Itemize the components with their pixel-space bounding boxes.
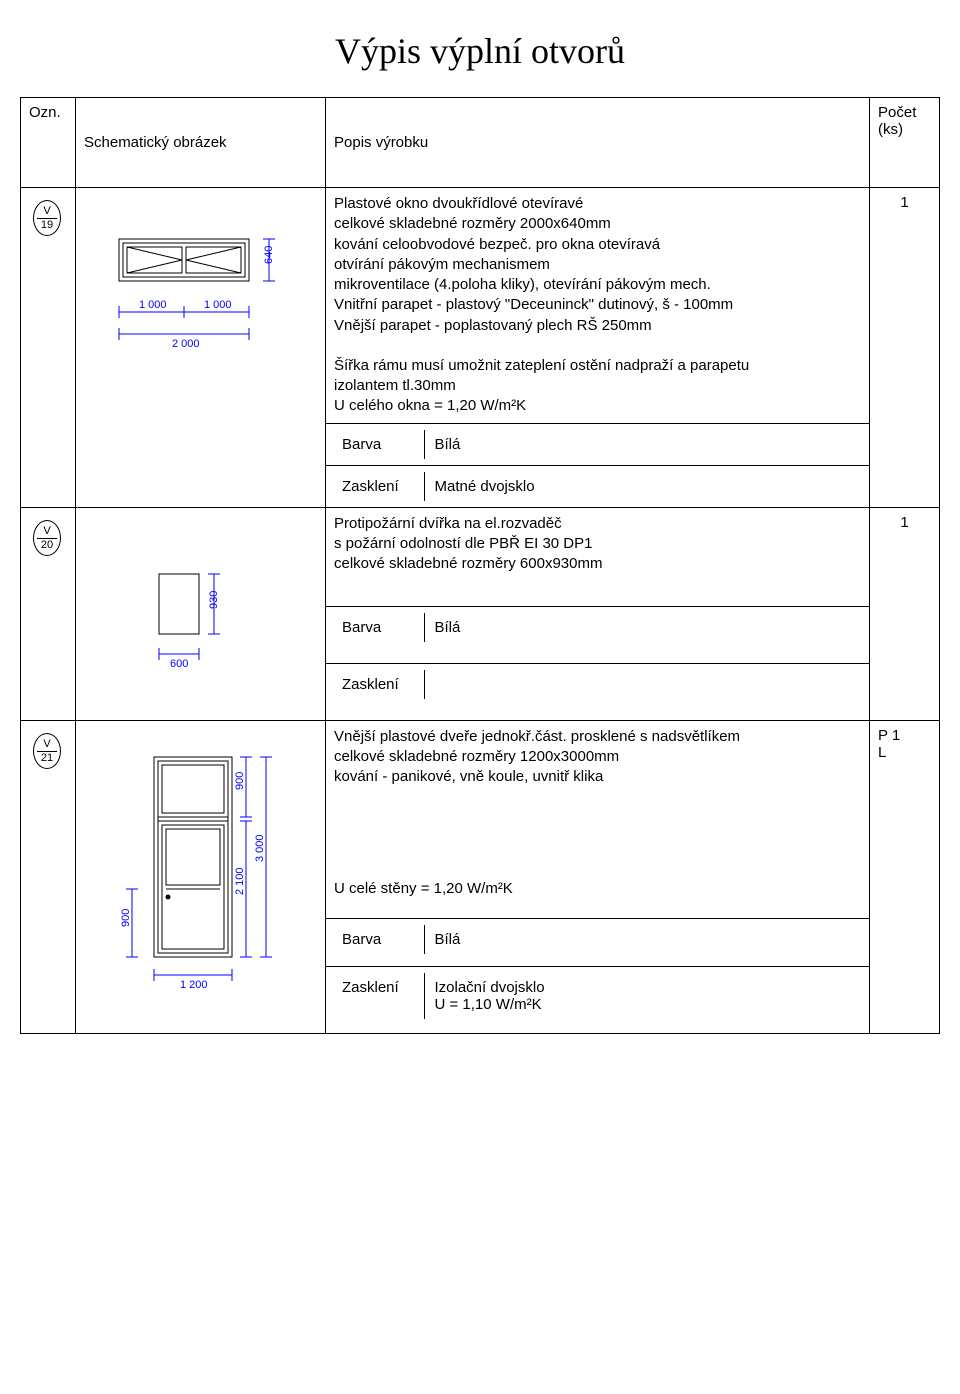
item-code-bubble: V 19 [33,200,61,236]
code-bot: 20 [34,539,60,552]
item-code-bubble: V 21 [33,733,61,769]
schematic-v20: 600 930 [84,514,317,714]
desc-extra: U celé stěny = 1,20 W/m²K [334,879,861,899]
zaskleni-label: Zasklení [334,472,424,501]
dim-top: 900 [234,771,246,789]
zaskleni-val [424,670,861,699]
count: P 1 L [878,727,931,761]
desc-main: Protipožární dvířka na el.rozvaděč s pož… [334,514,861,575]
code-bot: 21 [34,752,60,765]
dim-half1: 1 000 [139,299,167,311]
barva-val: Bílá [424,925,861,954]
hdr-ozn: Ozn. [21,98,76,188]
code-top: V [37,205,57,219]
zaskleni-label: Zasklení [334,670,424,699]
dim-w: 1 200 [180,979,208,991]
schematic-v19: 1 000 1 000 2 000 640 [84,194,317,394]
desc-extra: Šířka rámu musí umožnit zateplení ostění… [334,356,861,417]
barva-label: Barva [334,925,424,954]
barva-label: Barva [334,430,424,459]
hdr-popis: Popis výrobku [326,98,870,188]
barva-val: Bílá [424,613,861,642]
dim-h: 640 [263,246,275,264]
dim-door: 2 100 [234,867,246,895]
item-code-bubble: V 20 [33,520,61,556]
barva-label: Barva [334,613,424,642]
dim-total-w: 2 000 [172,338,200,350]
dim-total: 3 000 [254,834,266,862]
schematic-v21: 1 200 900 900 2 100 3 000 [84,727,317,1027]
hdr-pocet: Počet (ks) [870,98,940,188]
dim-w: 600 [170,658,188,670]
count: 1 [878,514,931,531]
zaskleni-val: Matné dvojsklo [424,472,861,501]
zaskleni-label: Zasklení [334,973,424,1019]
zaskleni-val: Izolační dvojsklo U = 1,10 W/m²K [424,973,861,1019]
count: 1 [878,194,931,211]
dim-h: 930 [208,590,220,608]
code-bot: 19 [34,219,60,232]
dim-half2: 1 000 [204,299,232,311]
spec-table: Ozn. Schematický obrázek Popis výrobku P… [20,97,940,1034]
barva-val: Bílá [424,430,861,459]
hdr-schem: Schematický obrázek [76,98,326,188]
desc-main: Plastové okno dvoukřídlové otevíravé cel… [334,194,861,336]
page-title: Výpis výplní otvorů [20,30,940,72]
desc-main: Vnější plastové dveře jednokř.část. pros… [334,727,861,788]
dim-side: 900 [120,908,132,926]
code-top: V [37,525,57,539]
code-top: V [37,738,57,752]
